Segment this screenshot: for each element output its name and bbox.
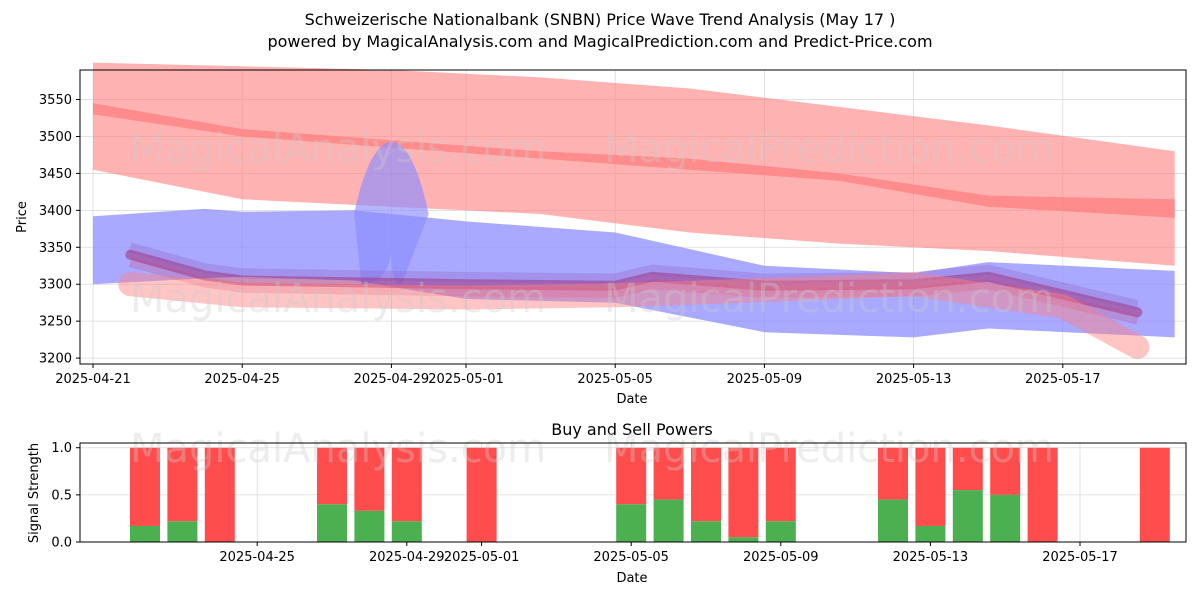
sell-bar xyxy=(1027,447,1058,542)
signal-x-ticks: 2025-04-25 2025-04-29 2025-05-01 2025-05-05… xyxy=(219,542,1118,565)
signal-y-tick-label: 0.5 xyxy=(51,488,72,503)
price-y-tick-label: 3400 xyxy=(39,204,72,219)
wave-line-purple xyxy=(125,249,1143,318)
watermark-prediction-top: MagicalPrediction.com xyxy=(604,126,1054,172)
sell-bar xyxy=(391,447,422,522)
sell-bar xyxy=(691,447,721,522)
signal-bars xyxy=(130,447,1170,542)
sell-bar xyxy=(765,447,796,522)
buy-bar xyxy=(317,504,347,542)
price-y-tick-label: 3450 xyxy=(39,167,72,182)
price-bands xyxy=(93,62,1175,359)
signal-y-ticks: 0.0 0.5 1.0 xyxy=(51,441,80,551)
buy-bar xyxy=(915,525,946,542)
sell-bar xyxy=(204,447,235,542)
signal-y-tick-label: 0.0 xyxy=(51,536,72,551)
sell-bar xyxy=(952,447,983,491)
signal-x-tick-label: 2025-04-25 xyxy=(219,550,295,565)
price-x-tick-label: 2025-05-09 xyxy=(727,372,803,387)
sell-bar xyxy=(317,447,347,505)
signal-x-tick-label: 2025-05-05 xyxy=(593,550,669,565)
sell-bar xyxy=(354,447,385,511)
sell-bar xyxy=(130,447,160,526)
buy-bar xyxy=(653,499,684,542)
sell-bar xyxy=(653,447,684,500)
wave-line-red xyxy=(118,272,1150,359)
watermark-prediction-bottom: MagicalPrediction.com xyxy=(604,426,1054,472)
price-x-label: Date xyxy=(616,392,647,407)
signal-frame xyxy=(79,442,1187,543)
sell-bar xyxy=(878,447,908,500)
buy-bar xyxy=(130,525,160,542)
sell-bar xyxy=(1139,447,1170,542)
signal-y-tick-label: 1.0 xyxy=(51,441,72,456)
buy-bar xyxy=(354,510,385,542)
signal-x-tick-label: 2025-04-29 xyxy=(369,550,445,565)
price-x-tick-label: 2025-04-25 xyxy=(204,372,280,387)
sell-bar xyxy=(616,447,647,505)
sell-bar xyxy=(728,447,759,538)
watermark-analysis-mid: MagicalAnalysis.com xyxy=(130,276,546,322)
price-x-tick-label: 2025-05-17 xyxy=(1025,372,1101,387)
wave-line-shadow xyxy=(128,257,1139,325)
wave-line-shadow xyxy=(128,242,1139,310)
watermark-analysis-top: MagicalAnalysis.com xyxy=(130,126,546,172)
signal-x-label: Date xyxy=(616,571,647,586)
price-x-ticks: 2025-04-21 2025-04-25 2025-04-29 2025-05-01… xyxy=(55,364,1101,387)
signal-x-tick-label: 2025-05-17 xyxy=(1042,550,1118,565)
price-panel: MagicalAnalysis.com MagicalPrediction.co… xyxy=(15,62,1187,407)
watermark-prediction-mid: MagicalPrediction.com xyxy=(604,276,1054,322)
buy-bar xyxy=(765,521,796,542)
price-frame xyxy=(79,69,1187,365)
price-y-label: Price xyxy=(15,201,30,233)
price-x-tick-label: 2025-04-29 xyxy=(354,372,430,387)
chart-subtitle: powered by MagicalAnalysis.com and Magic… xyxy=(267,32,932,51)
signal-x-tick-label: 2025-05-13 xyxy=(893,550,969,565)
sell-bar xyxy=(466,447,497,542)
signal-x-tick-label: 2025-05-01 xyxy=(444,550,520,565)
sell-bar xyxy=(990,447,1021,495)
price-y-tick-label: 3550 xyxy=(39,93,72,108)
price-y-tick-label: 3250 xyxy=(39,315,72,330)
buy-bar xyxy=(391,521,422,542)
sell-bar xyxy=(915,447,946,526)
price-y-tick-label: 3350 xyxy=(39,241,72,256)
buy-bar xyxy=(878,499,908,542)
buy-bar xyxy=(691,521,721,542)
price-y-ticks: 3200 3250 3300 3350 3400 3450 3500 3550 xyxy=(39,93,80,367)
signal-x-tick-label: 2025-05-09 xyxy=(743,550,819,565)
buy-bar xyxy=(616,504,647,542)
price-x-tick-label: 2025-04-21 xyxy=(55,372,131,387)
buy-bar xyxy=(167,521,198,542)
price-x-tick-label: 2025-05-01 xyxy=(428,372,504,387)
signal-y-label: Signal Strength xyxy=(27,443,42,543)
signal-title: Buy and Sell Powers xyxy=(551,420,713,439)
watermark-analysis-bottom: MagicalAnalysis.com xyxy=(130,426,546,472)
buy-bar xyxy=(952,490,983,542)
signal-panel: Buy and Sell Powers MagicalAnalysis.com … xyxy=(27,420,1187,586)
buy-bar xyxy=(728,537,759,542)
price-y-tick-label: 3500 xyxy=(39,130,72,145)
price-x-tick-label: 2025-05-05 xyxy=(577,372,653,387)
price-y-tick-label: 3200 xyxy=(39,352,72,367)
wave-spike-blue xyxy=(354,141,429,285)
buy-bar xyxy=(990,494,1021,542)
price-y-tick-label: 3300 xyxy=(39,278,72,293)
sell-bar xyxy=(167,447,198,522)
wave-band-red xyxy=(93,103,1175,218)
chart-title: Schweizerische Nationalbank (SNBN) Price… xyxy=(305,10,896,29)
price-x-tick-label: 2025-05-13 xyxy=(876,372,952,387)
